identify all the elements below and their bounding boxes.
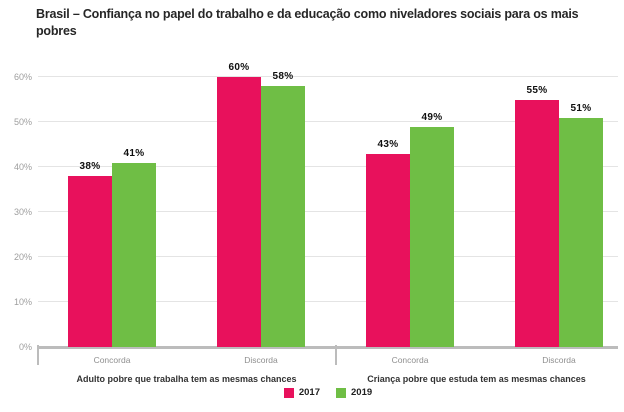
bar-value-label: 58% — [272, 71, 294, 82]
gridline-20 — [38, 256, 618, 257]
legend-item-2019: 2019 — [336, 387, 372, 398]
bar-2017-3 — [515, 99, 559, 347]
y-axis-tick-label: 40% — [13, 162, 32, 172]
group-label-crianca: Criança pobre que estuda tem as mesmas c… — [367, 374, 586, 384]
bar-value-label: 60% — [228, 62, 250, 73]
y-axis-tick-label: 20% — [13, 252, 32, 262]
gridline-60 — [38, 76, 618, 77]
bar-value-label: 51% — [570, 102, 592, 114]
bar-value-label: 55% — [526, 84, 548, 96]
y-axis-tick-label: 30% — [13, 207, 32, 217]
bar-value-label: 41% — [123, 147, 145, 159]
bar-value-label: 43% — [377, 138, 399, 150]
y-axis-tick-label: 60% — [13, 72, 32, 82]
gridline-50 — [38, 121, 618, 122]
bar-2019-0 — [112, 162, 156, 347]
bar-2019-3 — [559, 117, 603, 347]
bar-2017-0 — [68, 176, 112, 347]
gridline-10 — [38, 301, 618, 302]
x-axis-left-tick — [37, 345, 39, 365]
bar-value-label: 38% — [79, 161, 101, 172]
bar-2019-1 — [261, 86, 305, 347]
chart-title: Brasil – Confiança no papel do trabalho … — [36, 7, 579, 38]
chart-legend: 2017 2019 — [38, 387, 618, 398]
legend-label-2019: 2019 — [351, 387, 373, 398]
category-label-1: Discorda — [244, 355, 278, 365]
category-label-2: Concorda — [391, 355, 429, 365]
gridline-30 — [38, 211, 618, 212]
bar-2019-2 — [410, 126, 454, 347]
gridline-40 — [38, 166, 618, 167]
y-axis-tick-label: 0% — [18, 342, 32, 352]
y-axis-tick-label: 50% — [13, 117, 32, 127]
group-label-adulto: Adulto pobre que trabalha tem as mesmas … — [76, 374, 297, 384]
x-axis-group-divider-tick — [335, 345, 337, 365]
legend-swatch-2017 — [283, 387, 294, 398]
legend-swatch-2019 — [336, 387, 346, 398]
bar-2017-1 — [217, 77, 261, 347]
legend-label-2017: 2017 — [298, 387, 320, 398]
bar-2017-2 — [366, 153, 410, 347]
category-label-0: Concorda — [93, 355, 131, 365]
plot-area: 0% 10% 20% 30% 40% 50% 60% 38% 41% Concorda 60% 58%… — [14, 62, 618, 365]
category-label-3: Discorda — [542, 355, 576, 365]
x-axis-line — [37, 346, 618, 349]
bar-value-label: 49% — [421, 111, 443, 123]
y-axis-tick-label: 10% — [13, 297, 32, 307]
legend-item-2017: 2017 — [283, 387, 320, 398]
